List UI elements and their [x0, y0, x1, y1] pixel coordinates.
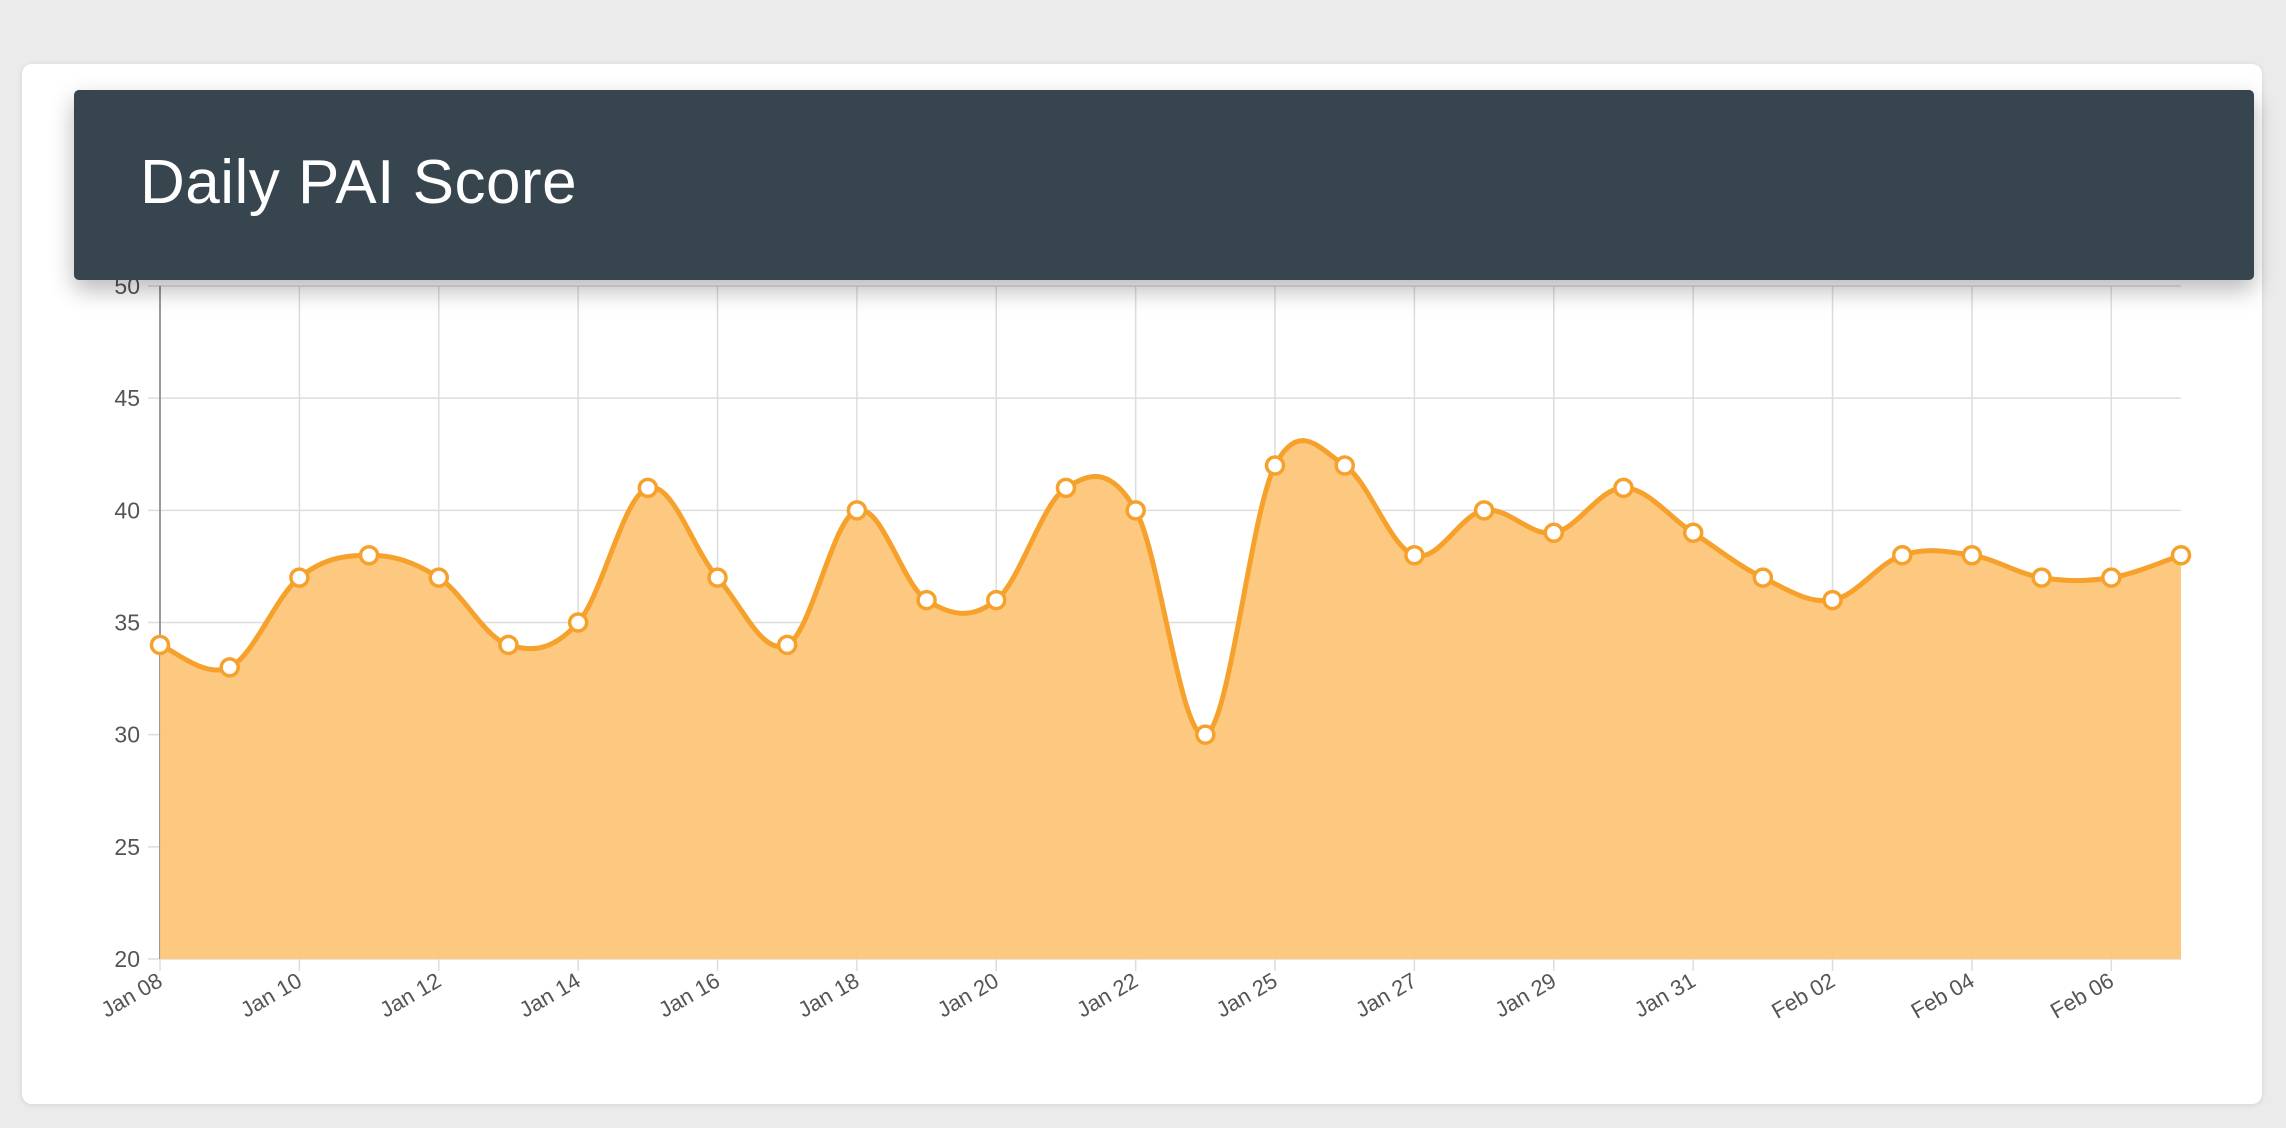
data-point[interactable] — [637, 477, 659, 499]
data-points — [149, 455, 2192, 745]
x-tick-label: Jan 20 — [933, 968, 1003, 1023]
y-tick-label: 20 — [114, 946, 140, 972]
data-point[interactable] — [428, 567, 450, 588]
y-tick-label: 45 — [114, 385, 140, 411]
data-point[interactable] — [1473, 500, 1495, 521]
area-fill — [160, 440, 2181, 959]
x-axis-ticks: Jan 08 Jan 10 Jan 12 Jan 14 Jan 16 Jan 18 Jan … — [97, 968, 2118, 1024]
x-tick-label: Jan 16 — [654, 968, 724, 1023]
x-tick-label: Jan 08 — [97, 968, 167, 1023]
data-point[interactable] — [2101, 567, 2122, 588]
x-tick-label: Jan 18 — [794, 968, 864, 1023]
data-point[interactable] — [149, 634, 171, 656]
x-tick-label: Jan 25 — [1212, 968, 1282, 1023]
data-point[interactable] — [1334, 455, 1355, 476]
series-line-path — [159, 438, 2182, 738]
y-tick-label: 30 — [114, 722, 140, 748]
data-point[interactable] — [1891, 544, 1913, 566]
x-tick-label: Jan 31 — [1630, 968, 1700, 1023]
x-tick-label: Jan 27 — [1351, 968, 1421, 1023]
x-tick-label: Jan 12 — [376, 968, 446, 1023]
x-tick-label: Jan 10 — [236, 968, 306, 1023]
data-point[interactable] — [1195, 724, 1216, 745]
data-point[interactable] — [1613, 477, 1634, 499]
data-point[interactable] — [916, 589, 937, 611]
x-tick-label: Jan 29 — [1491, 968, 1561, 1023]
data-point[interactable] — [567, 612, 589, 633]
data-point[interactable] — [498, 634, 519, 656]
data-point[interactable] — [1682, 522, 1704, 544]
x-tick-label: Jan 14 — [515, 968, 585, 1023]
y-tick-label: 35 — [114, 610, 140, 636]
data-point[interactable] — [1125, 500, 1146, 521]
data-point[interactable] — [1264, 455, 1286, 476]
data-point[interactable] — [776, 634, 798, 656]
y-tick-label: 40 — [114, 497, 140, 523]
data-point[interactable] — [2031, 567, 2052, 588]
card-header: Daily PAI Score — [74, 90, 2254, 280]
data-point[interactable] — [358, 544, 380, 566]
data-point[interactable] — [1961, 544, 1983, 566]
series-line — [159, 438, 2182, 738]
data-point[interactable] — [2170, 544, 2192, 566]
data-point[interactable] — [846, 500, 868, 521]
data-point[interactable] — [1752, 567, 1774, 588]
data-point[interactable] — [1543, 522, 1565, 544]
x-tick-label: Jan 22 — [1072, 968, 1142, 1023]
data-point[interactable] — [707, 567, 728, 588]
y-tick-label: 25 — [114, 834, 140, 860]
data-point[interactable] — [289, 567, 310, 588]
data-point[interactable] — [1055, 477, 1077, 499]
data-point[interactable] — [1822, 589, 1843, 611]
data-point[interactable] — [986, 589, 1007, 611]
data-point[interactable] — [219, 657, 240, 678]
x-tick-label: Feb 02 — [1767, 968, 1839, 1024]
x-tick-label: Feb 06 — [2046, 968, 2118, 1024]
data-point[interactable] — [1404, 544, 1425, 566]
area-fill-path — [160, 440, 2181, 959]
card-title: Daily PAI Score — [140, 148, 578, 217]
x-tick-label: Feb 04 — [1907, 968, 1979, 1024]
